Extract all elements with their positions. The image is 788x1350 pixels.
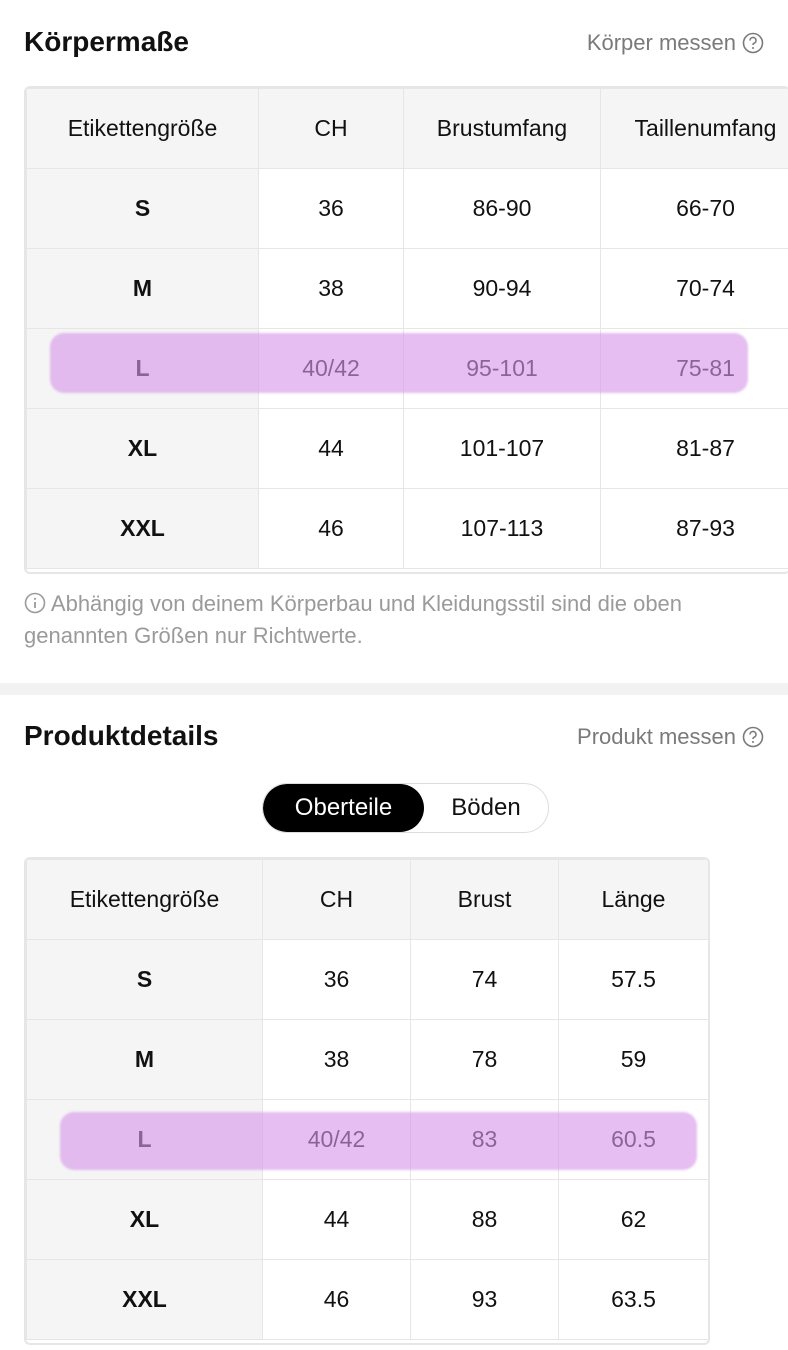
cell: 70-74 [600, 248, 788, 329]
size-cell: XXL [26, 1259, 263, 1340]
header-cell: Etikettengröße [26, 88, 259, 169]
tab[interactable]: Böden [451, 794, 521, 821]
cell: 66-70 [600, 168, 788, 249]
cell: 44 [262, 1179, 411, 1260]
row: L 40/42 83 60.5 [26, 1099, 708, 1180]
cell: 62 [558, 1179, 708, 1260]
header-cell: Brustumfang [403, 88, 601, 169]
header-cell: CH [258, 88, 404, 169]
size-cell: L [26, 328, 259, 409]
cell: 78 [410, 1019, 559, 1100]
size-cell: S [26, 168, 259, 249]
row: XL 44 101-107 81-87 [26, 408, 788, 489]
cell: 36 [262, 939, 411, 1020]
cell: 101-107 [403, 408, 601, 489]
header-cell: Taillenumfang [600, 88, 788, 169]
link-text[interactable]: Körper messen [586, 30, 736, 55]
size-cell: L [26, 1099, 263, 1180]
tab-bar: Oberteile Böden [262, 783, 549, 833]
note-text: Abhängig von deinem Körperbau und Kleidu… [24, 591, 683, 648]
cell: 81-87 [600, 408, 788, 489]
cell: 75-81 [600, 328, 788, 409]
header-cell: Etikettengröße [26, 859, 263, 940]
separator [0, 683, 788, 695]
size-cell: XL [26, 408, 259, 489]
size-table: Etikettengröße CH Brustumfang Taillenumfang… [24, 86, 788, 574]
row: S 36 74 57.5 [26, 939, 708, 1020]
cell: 90-94 [403, 248, 601, 329]
cell: 38 [262, 1019, 411, 1100]
size-cell: XXL [26, 488, 259, 569]
section-title: Körpermaße [24, 26, 189, 57]
cell: 63.5 [558, 1259, 708, 1340]
cell: 38 [258, 248, 404, 329]
size-cell: XL [26, 1179, 263, 1260]
table: Etikettengröße CH Brustumfang Taillenumfang… [26, 88, 788, 569]
size-cell: S [26, 939, 263, 1020]
cell: 86-90 [403, 168, 601, 249]
cell: 40/42 [262, 1099, 411, 1180]
header-cell: Brust [410, 859, 559, 940]
size-cell: M [26, 248, 259, 329]
link-text[interactable]: Produkt messen [577, 724, 736, 749]
cell: 83 [410, 1099, 559, 1180]
info-icon [24, 592, 46, 614]
cell: 93 [410, 1259, 559, 1340]
cell: 59 [558, 1019, 708, 1100]
row: L 40/42 95-101 75-81 [26, 328, 788, 409]
header-row: Etikettengröße CH Brust Länge [26, 859, 708, 940]
cell: 74 [410, 939, 559, 1020]
row: M 38 78 59 [26, 1019, 708, 1100]
help-icon[interactable] [742, 32, 764, 54]
size-cell: M [26, 1019, 263, 1100]
cell: 57.5 [558, 939, 708, 1020]
cell: 36 [258, 168, 404, 249]
section-title: Produktdetails [24, 720, 219, 751]
help-icon[interactable] [742, 726, 764, 748]
cell: 87-93 [600, 488, 788, 569]
row: S 36 86-90 66-70 [26, 168, 788, 249]
measure-link[interactable]: Körper messen [587, 30, 764, 56]
measure-link[interactable]: Produkt messen [577, 724, 764, 750]
header-cell: CH [262, 859, 411, 940]
cell: 88 [410, 1179, 559, 1260]
cell: 46 [258, 488, 404, 569]
tab-active[interactable]: Oberteile [263, 784, 424, 832]
cell: 40/42 [258, 328, 404, 409]
note: Abhängig von deinem Körperbau und Kleidu… [24, 588, 764, 652]
product-table: Etikettengröße CH Brust Länge S 36 74 57.5 M 38 78… [24, 857, 710, 1345]
header-row: Etikettengröße CH Brustumfang Taillenumfang [26, 88, 788, 169]
header-cell: Länge [558, 859, 708, 940]
row: M 38 90-94 70-74 [26, 248, 788, 329]
cell: 107-113 [403, 488, 601, 569]
cell: 46 [262, 1259, 411, 1340]
table: Etikettengröße CH Brust Länge S 36 74 57.5 M 38 78… [26, 859, 708, 1340]
cell: 95-101 [403, 328, 601, 409]
row: XXL 46 107-113 87-93 [26, 488, 788, 569]
cell: 60.5 [558, 1099, 708, 1180]
cell: 44 [258, 408, 404, 489]
row: XL 44 88 62 [26, 1179, 708, 1260]
row: XXL 46 93 63.5 [26, 1259, 708, 1340]
